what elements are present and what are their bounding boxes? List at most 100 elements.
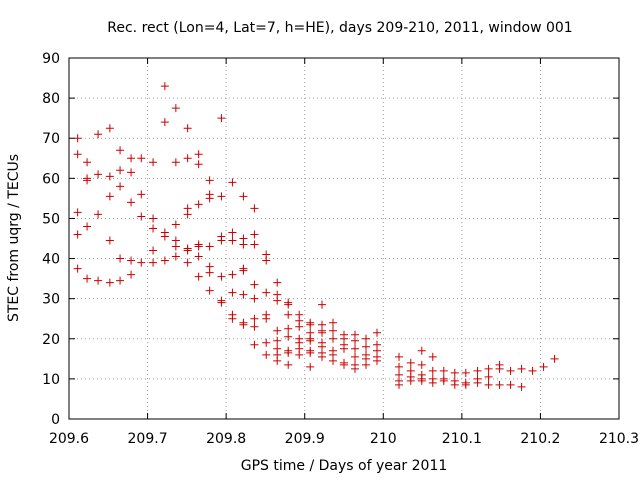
data-point	[461, 380, 470, 389]
data-point	[127, 270, 136, 279]
data-point	[329, 326, 337, 335]
data-point	[250, 204, 259, 213]
data-point	[306, 348, 315, 357]
x-tick-label: 210.1	[442, 431, 482, 447]
data-point	[127, 168, 136, 177]
data-point	[73, 134, 82, 143]
data-point	[217, 236, 226, 245]
data-point	[194, 150, 203, 159]
data-point	[318, 328, 326, 337]
data-point	[205, 242, 214, 251]
data-point	[94, 276, 103, 285]
data-point	[194, 200, 203, 209]
data-point	[116, 276, 125, 285]
data-point	[273, 278, 282, 287]
data-point	[171, 220, 180, 229]
grid	[69, 58, 619, 419]
data-point	[539, 362, 548, 371]
data-point	[250, 280, 259, 289]
data-point	[395, 362, 403, 371]
data-point	[373, 328, 381, 337]
x-tick-label: 210	[370, 431, 397, 447]
data-point	[94, 170, 103, 179]
data-point	[329, 318, 337, 327]
data-point	[137, 154, 146, 163]
data-point	[284, 360, 293, 369]
data-point	[171, 242, 180, 251]
x-axis-label: GPS time / Days of year 2011	[241, 458, 448, 474]
data-point	[105, 172, 114, 181]
data-point	[250, 240, 259, 249]
data-point	[194, 160, 203, 169]
x-tick-labels: 209.6 209.7 209.8 209.9 210 210.1 210.2 210.3	[49, 431, 639, 447]
data-point	[351, 352, 359, 361]
data-point	[284, 332, 293, 341]
data-point	[73, 150, 82, 159]
data-point	[105, 192, 114, 201]
y-tick-label: 10	[42, 372, 60, 388]
data-point	[217, 114, 226, 123]
data-point	[137, 258, 146, 267]
plot-frame	[68, 57, 620, 420]
x-tick-label: 209.7	[128, 431, 168, 447]
data-point	[318, 352, 326, 361]
data-point	[83, 158, 92, 167]
data-point	[273, 296, 282, 305]
data-point	[183, 124, 192, 133]
data-point	[239, 240, 248, 249]
y-tick-label: 40	[42, 252, 60, 268]
x-tick-label: 209.9	[285, 431, 325, 447]
data-point	[517, 364, 526, 373]
data-point	[439, 366, 448, 375]
data-point	[340, 344, 348, 353]
data-point	[73, 230, 82, 239]
data-point	[250, 340, 259, 349]
y-tick-labels: 0 10 20 30 40 50 60 70 80 90	[42, 51, 60, 428]
data-point	[105, 124, 114, 133]
data-point	[171, 252, 180, 261]
data-point	[351, 364, 359, 373]
data-point	[473, 378, 482, 387]
data-point	[127, 256, 136, 265]
data-point	[329, 356, 337, 365]
data-point	[250, 314, 259, 323]
data-point	[205, 268, 214, 277]
y-tick-label: 30	[42, 292, 60, 308]
data-point	[273, 336, 282, 345]
x-tick-label: 209.8	[206, 431, 246, 447]
data-point	[295, 350, 304, 359]
data-point	[461, 368, 470, 377]
data-point	[205, 286, 214, 295]
data-point	[306, 336, 315, 345]
data-point	[194, 272, 203, 281]
data-point	[228, 228, 237, 237]
data-point	[362, 334, 370, 343]
data-point	[395, 380, 403, 389]
data-point	[262, 338, 271, 347]
data-point	[506, 380, 515, 389]
data-point	[116, 182, 125, 191]
data-points	[73, 82, 559, 391]
chart-title: Rec. rect (Lon=4, Lat=7, h=HE), days 209…	[107, 20, 572, 36]
data-point	[329, 334, 337, 343]
data-point	[149, 258, 158, 267]
y-tick-label: 20	[42, 332, 60, 348]
data-point	[484, 380, 493, 389]
data-point	[149, 246, 158, 255]
data-point	[428, 378, 437, 387]
data-point	[340, 360, 348, 369]
data-point	[228, 178, 237, 187]
data-point	[351, 336, 359, 345]
data-point	[273, 356, 282, 365]
data-point	[183, 246, 192, 255]
data-point	[228, 236, 237, 245]
data-point	[137, 190, 146, 199]
data-point	[239, 192, 248, 201]
y-tick-label: 70	[42, 131, 60, 147]
data-point	[351, 344, 359, 353]
data-point	[116, 254, 125, 263]
data-point	[295, 322, 304, 331]
data-point	[73, 264, 82, 273]
data-point	[105, 236, 114, 245]
